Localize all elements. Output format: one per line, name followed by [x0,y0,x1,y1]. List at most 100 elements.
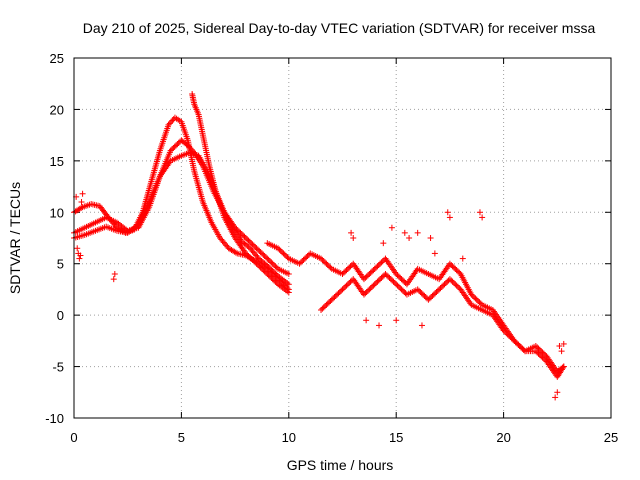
x-tick-label: 25 [604,430,618,445]
data-point [399,287,406,294]
data-point [534,349,541,356]
data-point [366,271,373,277]
data-point [284,254,291,261]
data-point [363,273,370,280]
data-point [323,301,330,308]
data-point [401,289,408,295]
data-point [175,139,182,146]
data-point [334,291,341,298]
data-point [319,256,326,263]
data-point [285,289,292,296]
x-tick-label: 10 [282,430,296,445]
data-point [246,238,253,245]
data-point [441,281,448,288]
data-point [328,296,335,303]
data-point [276,246,283,253]
data-point [320,304,327,311]
data-point [173,142,180,149]
data-point [264,262,271,269]
data-point [395,273,402,280]
data-point [297,259,304,266]
data-point [301,255,308,262]
y-tick-label: 0 [57,308,64,323]
data-point [246,254,253,261]
data-point [318,255,325,262]
data-point [267,273,274,280]
data-point [538,353,545,360]
data-point [398,276,405,283]
data-point [324,300,331,307]
data-point [394,282,401,289]
data-point [471,294,478,301]
x-tick-label: 20 [496,430,510,445]
data-point [452,281,459,288]
data-point [330,295,337,302]
data-point [76,255,83,262]
data-point [346,280,353,286]
data-point [367,269,374,276]
data-point [347,278,354,285]
data-point [444,209,451,216]
data-point [380,240,387,247]
data-points [71,91,567,401]
data-point [446,276,453,283]
data-point [269,260,276,267]
data-point [446,260,453,267]
data-point [414,229,421,236]
data-point [262,254,269,261]
data-point [369,283,376,290]
data-point [264,255,271,262]
data-point [78,205,85,211]
data-point [367,285,374,292]
x-axis-label: GPS time / hours [287,457,394,473]
data-point [250,258,257,265]
y-tick-label: 5 [57,257,64,272]
data-point [393,281,400,288]
data-point [503,330,510,337]
data-point [186,143,193,150]
data-point [347,263,354,270]
data-point [253,260,260,267]
data-point [264,271,271,277]
y-tick-label: 20 [50,102,64,117]
data-point [110,276,117,283]
data-point [326,263,333,270]
data-point [520,346,527,353]
data-point [244,236,251,243]
data-point [374,278,381,285]
data-point [378,259,385,266]
data-point [450,264,457,271]
data-point [336,289,343,295]
data-point [371,281,378,288]
data-point [168,118,175,125]
data-point [169,146,176,153]
data-point [468,291,475,298]
data-point [536,346,543,353]
data-point [397,274,404,281]
data-point [350,235,357,241]
data-point [285,281,292,288]
data-point [254,246,261,253]
data-point [365,287,372,294]
data-point [78,199,85,205]
data-point [422,294,429,301]
data-point [346,264,353,271]
data-point [267,258,274,265]
data-point [556,343,563,349]
data-point [472,295,479,302]
data-point [348,229,355,236]
data-point [342,283,349,290]
data-point [552,394,559,401]
data-point [338,287,345,294]
data-point [431,250,438,257]
data-point [391,280,398,286]
data-point [260,267,267,274]
data-point [324,262,331,268]
data-point [241,233,248,240]
data-point [265,256,272,263]
data-point [340,269,347,276]
data-point [269,276,276,283]
data-point [388,224,395,231]
data-point [509,336,516,343]
data-point [283,253,290,259]
